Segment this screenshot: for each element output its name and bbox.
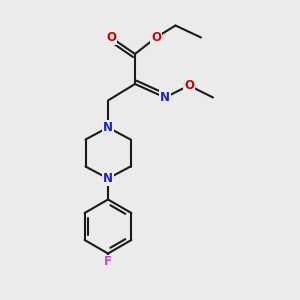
Text: O: O <box>184 79 194 92</box>
Text: O: O <box>151 31 161 44</box>
Text: N: N <box>160 91 170 104</box>
Text: N: N <box>103 172 113 185</box>
Text: O: O <box>106 31 116 44</box>
Text: N: N <box>103 121 113 134</box>
Text: F: F <box>104 255 112 268</box>
